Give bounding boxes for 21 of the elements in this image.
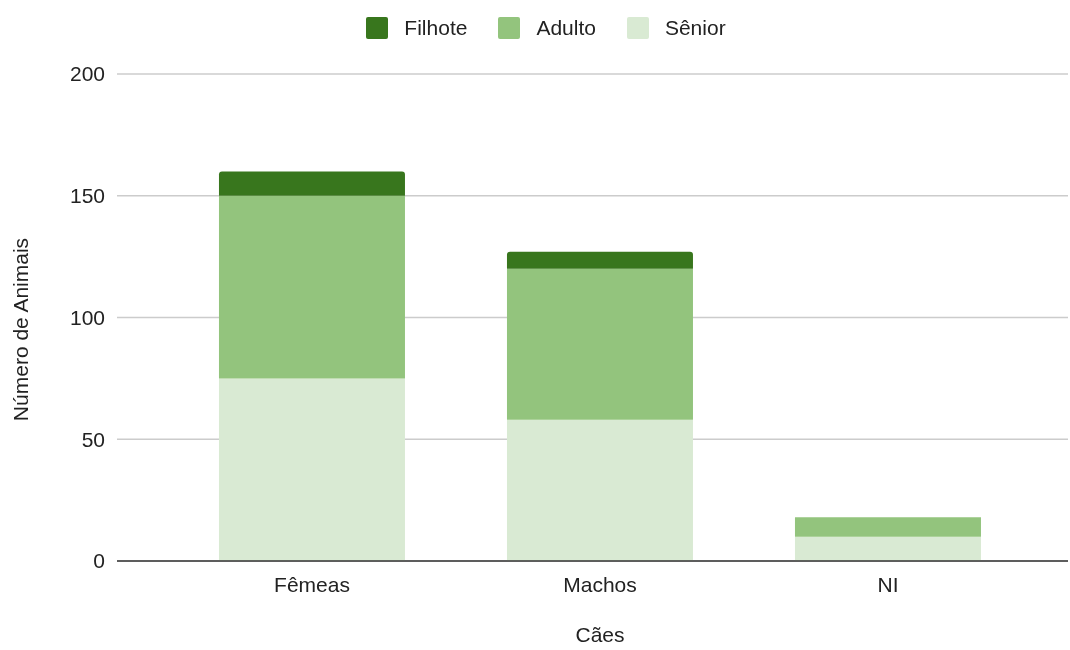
- y-tick-label: 200: [69, 62, 105, 86]
- bar: [218, 195, 405, 379]
- bar: [218, 171, 405, 196]
- bar: [218, 378, 405, 561]
- x-axis-title: Cães: [575, 623, 625, 646]
- bar: [506, 419, 693, 561]
- y-tick-label: 150: [69, 184, 105, 208]
- x-tick-label: NI: [877, 572, 899, 596]
- y-tick-label: 0: [93, 549, 105, 573]
- legend-label: Filhote: [404, 16, 468, 40]
- x-tick-label: Fêmeas: [274, 572, 350, 596]
- legend-label: Sênior: [664, 16, 726, 40]
- bar: [506, 251, 693, 269]
- legend-label: Adulto: [536, 16, 596, 40]
- y-axis-title: Número de Animais: [8, 237, 32, 422]
- bar: [506, 268, 693, 420]
- bar: [794, 517, 981, 537]
- y-tick-label: 50: [81, 427, 105, 451]
- x-tick-label: Machos: [563, 572, 637, 596]
- y-tick-label: 100: [69, 305, 105, 329]
- bar: [794, 536, 981, 561]
